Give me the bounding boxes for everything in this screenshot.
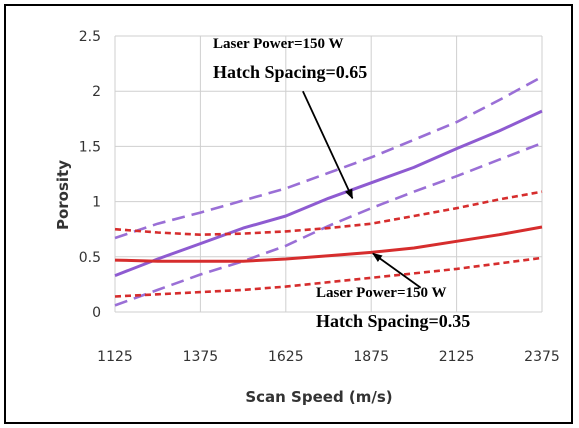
annotation-arrow bbox=[372, 252, 422, 289]
series-hatch-0.35-upper-line bbox=[114, 190, 543, 236]
y-tick-label: 1.5 bbox=[79, 139, 101, 155]
y-tick-label: 0.5 bbox=[79, 250, 101, 266]
annotation-laser-power: Laser Power=150 W bbox=[213, 36, 343, 52]
x-tick-label: 1375 bbox=[183, 349, 219, 365]
y-tick-label: 1 bbox=[92, 195, 101, 211]
x-tick-label: 2375 bbox=[524, 349, 560, 365]
annotation-hatch-spacing: Hatch Spacing=0.35 bbox=[316, 311, 470, 331]
x-tick-label: 1625 bbox=[268, 349, 304, 365]
series-hatch-0.65-upper-line bbox=[114, 75, 543, 240]
series-hatch-0.35-mean-line bbox=[114, 225, 543, 263]
x-axis-label: Scan Speed (m/s) bbox=[245, 388, 392, 406]
y-tick-label: 0 bbox=[92, 305, 101, 321]
x-tick-label: 1875 bbox=[353, 349, 389, 365]
y-axis-label: Porosity bbox=[54, 160, 72, 230]
y-tick-label: 2.5 bbox=[79, 29, 101, 45]
series-hatch-0.65-mean-line bbox=[114, 109, 543, 277]
x-tick-label: 1125 bbox=[97, 349, 133, 365]
x-tick-label: 2125 bbox=[439, 349, 475, 365]
annotation-arrow bbox=[302, 90, 354, 200]
series-hatch-0.35-lower-line bbox=[114, 256, 543, 298]
series-hatch-0.65-lower-line bbox=[114, 141, 543, 307]
y-tick-label: 2 bbox=[92, 84, 101, 100]
annotation-laser-power: Laser Power=150 W bbox=[316, 285, 446, 301]
annotation-hatch-spacing: Hatch Spacing=0.65 bbox=[213, 62, 367, 82]
